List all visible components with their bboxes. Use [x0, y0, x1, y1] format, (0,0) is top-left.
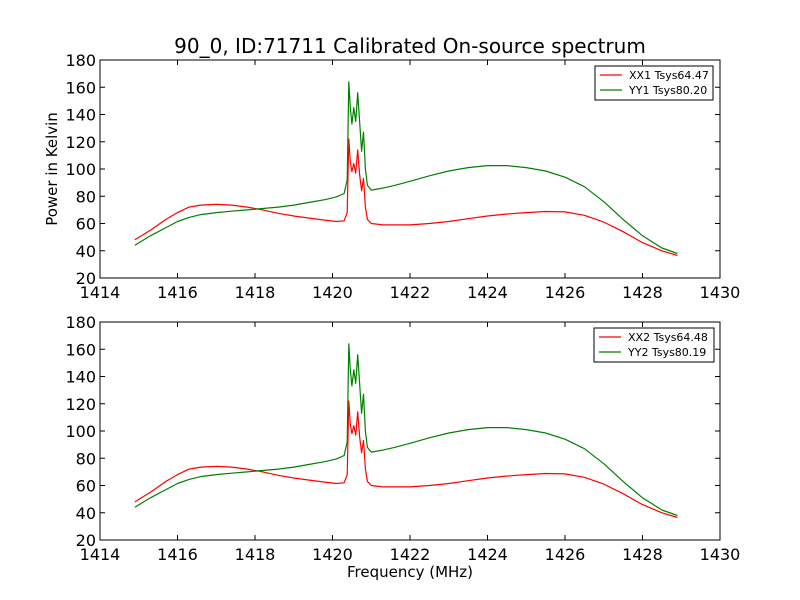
legend: XX2 Tsys64.48 YY2 Tsys80.19: [593, 327, 715, 363]
legend-label: YY1 Tsys80.20: [628, 84, 707, 97]
y-tick-label: 160: [65, 78, 96, 97]
y-tick-label: 160: [65, 340, 96, 359]
y-tick-label: 20: [76, 531, 96, 550]
x-tick-label: 1418: [235, 545, 276, 564]
x-tick-label: 1422: [390, 545, 431, 564]
legend-box: [594, 65, 714, 101]
legend-box: [593, 327, 715, 363]
y-tick-label: 100: [65, 422, 96, 441]
y-tick-label: 140: [65, 368, 96, 387]
x-tick-label: 1418: [235, 283, 276, 302]
x-tick-label: 1426: [545, 545, 586, 564]
x-tick-label: 1424: [467, 283, 508, 302]
y-tick-label: 40: [76, 242, 96, 261]
legend-label: XX1 Tsys64.47: [629, 69, 709, 82]
y-tick-label: 60: [76, 477, 96, 496]
series-line-xx: [134, 400, 678, 519]
legend-label: XX2 Tsys64.48: [628, 331, 708, 344]
x-tick-label: 1414: [80, 283, 121, 302]
x-tick-label: 1420: [312, 545, 353, 564]
x-tick-label: 1424: [467, 545, 508, 564]
series-line-xx: [134, 138, 678, 257]
x-tick-label: 1428: [622, 545, 663, 564]
x-tick-label: 1414: [80, 545, 121, 564]
figure-title: 90_0, ID:71711 Calibrated On-source spec…: [174, 34, 646, 58]
y-tick-label: 120: [65, 395, 96, 414]
legend: XX1 Tsys64.47 YY1 Tsys80.20: [594, 65, 714, 101]
y-tick-label: 180: [65, 313, 96, 332]
series-line-yy: [134, 343, 678, 517]
bottom-panel: 1414 1416 1418 1420 1422 1424 1426 1428 1430 20 40…: [65, 313, 740, 564]
y-tick-label: 60: [76, 215, 96, 234]
x-tick-label: 1422: [390, 283, 431, 302]
x-tick-label: 1428: [622, 283, 663, 302]
y-tick-label: 100: [65, 160, 96, 179]
x-tick-label: 1430: [700, 283, 741, 302]
series-line-yy: [134, 81, 678, 255]
y-tick-label: 40: [76, 504, 96, 523]
top-panel: 1414 1416 1418 1420 1422 1424 1426 1428 1430 20 40…: [65, 51, 740, 302]
y-tick-label: 80: [76, 187, 96, 206]
legend-label: YY2 Tsys80.19: [627, 346, 706, 359]
y-tick-label: 80: [76, 449, 96, 468]
y-tick-label: 120: [65, 133, 96, 152]
x-tick-label: 1420: [312, 283, 353, 302]
x-axis-label: Frequency (MHz): [347, 563, 473, 581]
y-axis-label: Power in Kelvin: [43, 112, 61, 226]
y-tick-label: 180: [65, 51, 96, 70]
y-tick-label: 20: [76, 269, 96, 288]
x-tick-label: 1430: [700, 545, 741, 564]
x-tick-label: 1416: [157, 283, 198, 302]
y-tick-label: 140: [65, 106, 96, 125]
x-tick-label: 1426: [545, 283, 586, 302]
x-tick-label: 1416: [157, 545, 198, 564]
